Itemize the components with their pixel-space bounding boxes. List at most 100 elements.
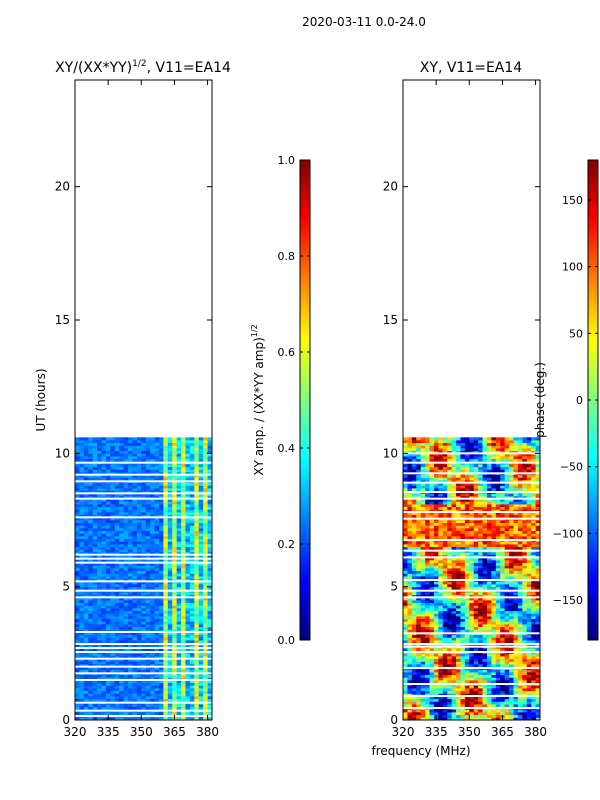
heatmap-cell xyxy=(101,680,107,684)
heatmap-cell xyxy=(105,493,111,497)
heatmap-cell xyxy=(531,648,536,652)
heatmap-cell xyxy=(97,477,102,481)
heatmap-cell xyxy=(495,586,501,590)
heatmap-cell xyxy=(486,690,492,694)
heatmap-cell xyxy=(150,682,155,686)
heatmap-cell xyxy=(101,528,107,532)
heatmap-cell xyxy=(150,493,155,497)
heatmap-cell xyxy=(504,616,510,620)
heatmap-cell xyxy=(442,714,448,718)
heatmap-cell xyxy=(181,712,186,716)
heatmap-cell xyxy=(420,594,426,598)
heatmap-cell xyxy=(167,509,173,513)
heatmap-cell xyxy=(119,570,125,574)
heatmap-cell xyxy=(119,600,125,604)
heatmap-cell xyxy=(105,682,111,686)
heatmap-cell xyxy=(207,616,212,620)
heatmap-cell xyxy=(403,640,408,644)
heatmap-cell xyxy=(150,594,155,598)
heatmap-cell xyxy=(486,698,492,702)
heatmap-cell xyxy=(189,568,195,572)
heatmap-cell xyxy=(79,605,85,609)
heatmap-cell xyxy=(83,610,89,614)
heatmap-cell xyxy=(128,498,133,502)
heatmap-cell xyxy=(114,661,120,665)
heatmap-cell xyxy=(123,592,129,596)
heatmap-cell xyxy=(198,472,204,476)
heatmap-cell xyxy=(407,584,413,588)
heatmap-cell xyxy=(433,605,439,609)
heatmap-cell xyxy=(158,661,164,665)
heatmap-cell xyxy=(482,629,488,633)
heatmap-cell xyxy=(517,648,523,652)
heatmap-cell xyxy=(478,656,483,660)
heatmap-cell xyxy=(163,560,169,564)
heatmap-cell xyxy=(136,506,142,510)
heatmap-cell xyxy=(181,656,186,660)
heatmap-cell xyxy=(478,586,483,590)
heatmap-cell xyxy=(123,704,129,708)
heatmap-cell xyxy=(132,621,138,625)
heatmap-cell xyxy=(478,605,483,609)
heatmap-cell xyxy=(97,621,102,625)
heatmap-cell xyxy=(411,664,417,668)
heatmap-cell xyxy=(509,613,514,617)
heatmap-cell xyxy=(407,685,413,689)
heatmap-cell xyxy=(145,520,151,524)
heatmap-cell xyxy=(101,600,107,604)
heatmap-cell xyxy=(128,493,133,497)
heatmap-cell xyxy=(101,552,107,556)
heatmap-cell xyxy=(194,573,200,577)
heatmap-cell xyxy=(522,621,528,625)
heatmap-cell xyxy=(79,565,85,569)
heatmap-cell xyxy=(105,512,111,516)
heatmap-cell xyxy=(176,698,182,702)
heatmap-cell xyxy=(207,674,212,678)
heatmap-cell xyxy=(141,592,147,596)
heatmap-cell xyxy=(420,605,426,609)
heatmap-cell xyxy=(167,528,173,532)
heatmap-cell xyxy=(128,696,133,700)
heatmap-cell xyxy=(198,581,204,585)
heatmap-cell xyxy=(128,517,133,521)
heatmap-cell xyxy=(447,586,453,590)
heatmap-cell xyxy=(119,632,125,636)
heatmap-cell xyxy=(181,530,186,534)
heatmap-cell xyxy=(79,536,85,540)
heatmap-cell xyxy=(491,613,497,617)
heatmap-cell xyxy=(447,701,453,705)
heatmap-cell xyxy=(75,498,80,502)
heatmap-cell xyxy=(150,690,155,694)
heatmap-cell xyxy=(478,701,483,705)
heatmap-cell xyxy=(105,536,111,540)
heatmap-cell xyxy=(136,477,142,481)
heatmap-cell xyxy=(119,493,125,497)
heatmap-cell xyxy=(123,501,129,505)
heatmap-cell xyxy=(79,562,85,566)
heatmap-cell xyxy=(176,440,182,444)
heatmap-cell xyxy=(203,448,208,452)
heatmap-cell xyxy=(132,602,138,606)
heatmap-cell xyxy=(150,546,155,550)
heatmap-cell xyxy=(203,541,208,545)
heatmap-cell xyxy=(110,696,116,700)
heatmap-cell xyxy=(150,616,155,620)
heatmap-cell xyxy=(83,512,89,516)
heatmap-cell xyxy=(154,504,160,508)
heatmap-cell xyxy=(141,506,147,510)
heatmap-cell xyxy=(154,469,160,473)
heatmap-cell xyxy=(83,485,89,489)
heatmap-cell xyxy=(504,626,510,630)
heatmap-cell xyxy=(141,621,147,625)
heatmap-cell xyxy=(105,653,111,657)
heatmap-cell xyxy=(136,442,142,446)
heatmap-cell xyxy=(456,698,461,702)
heatmap-cell xyxy=(97,554,102,558)
heatmap-cell xyxy=(150,525,155,529)
heatmap-cell xyxy=(429,626,435,630)
heatmap-cell xyxy=(185,706,191,710)
heatmap-cell xyxy=(203,546,208,550)
heatmap-cell xyxy=(75,616,80,620)
heatmap-cell xyxy=(407,693,413,697)
heatmap-cell xyxy=(416,698,422,702)
